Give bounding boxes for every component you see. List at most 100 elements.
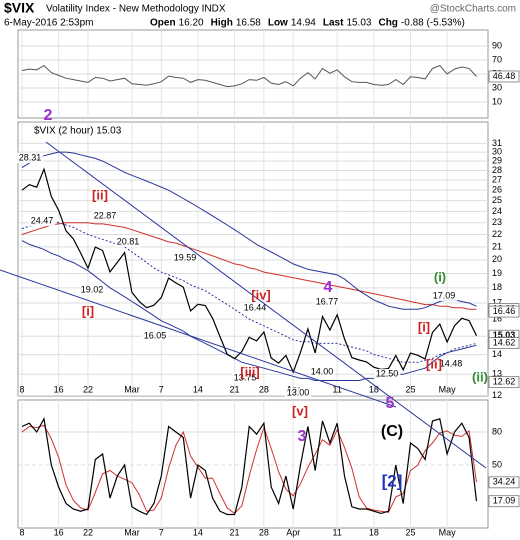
price-note-box: [308, 367, 336, 377]
price-note: 22.87: [94, 210, 117, 220]
value-tag: 16.46: [493, 306, 516, 316]
x-tick-label: 21: [230, 384, 240, 394]
wave-label: [2]: [382, 471, 403, 490]
series-line: [21, 64, 477, 88]
y-tick-label: 19: [492, 268, 502, 278]
symbol: $VIX: [4, 0, 35, 16]
trendline: [45, 141, 487, 469]
price-note: 24.47: [31, 215, 54, 225]
x-tick-label: 7: [159, 527, 164, 537]
quote-label: Open: [150, 18, 176, 29]
y-tick-label: 24: [492, 206, 502, 216]
quote-label: Low: [268, 18, 288, 29]
series-line: [21, 222, 477, 310]
value-tag-box: [488, 495, 520, 508]
x-tick-label: 22: [83, 527, 93, 537]
x-tick-label: May: [439, 527, 457, 537]
wave-label: [ii]: [92, 187, 108, 202]
y-tick-label: 27: [492, 175, 502, 185]
x-tick-label: 18: [369, 527, 379, 537]
x-tick-label: 28: [259, 384, 269, 394]
quote-value: -0.88 (-5.53%): [401, 18, 465, 29]
wave-label: (i): [434, 269, 446, 284]
price-note-box: [284, 388, 312, 398]
y-tick-label: 14: [492, 349, 502, 359]
price-note-box: [141, 331, 169, 341]
x-tick-label: Mar: [124, 384, 140, 394]
x-tick-label: 11: [333, 527, 342, 537]
y-tick-label: 28: [492, 165, 502, 175]
value-tag-box: [488, 70, 520, 83]
wave-label: 4: [324, 279, 333, 296]
value-tag: 15.03: [493, 330, 516, 340]
x-tick-label: 16: [54, 384, 64, 394]
quote-label: Last: [323, 18, 344, 29]
price-note: 12.50: [376, 368, 399, 378]
x-tick-label: 25: [405, 384, 415, 394]
price-note: 28.31: [19, 152, 42, 162]
x-tick-label: May: [439, 384, 457, 394]
price-note: 13.75: [234, 372, 257, 382]
panel-title: $VIX (2 hour) 15.03: [34, 126, 122, 137]
quote-label: Chg: [378, 18, 397, 29]
y-tick-label: 13: [492, 369, 502, 379]
y-tick-label: 26: [492, 185, 502, 195]
quote-value: 15.03: [346, 18, 371, 29]
value-tag: 12.62: [493, 377, 516, 387]
price-note-box: [241, 303, 269, 313]
series-line: [21, 424, 477, 515]
trendline: [0, 269, 397, 408]
wave-label: 3: [298, 428, 307, 445]
series-line: [21, 240, 477, 381]
price-note: 14.48: [440, 358, 463, 368]
wave-label: (ii): [472, 369, 488, 384]
y-tick-label: 25: [492, 195, 502, 205]
y-tick-label: 22: [492, 229, 502, 239]
price-note-box: [114, 237, 142, 247]
y-tick-label: 31: [492, 138, 502, 148]
y-tick-label: 80: [492, 426, 502, 436]
y-tick-label: 30: [492, 82, 502, 92]
y-tick-label: 18: [492, 282, 502, 292]
price-note-box: [437, 359, 465, 369]
y-tick-label: 90: [492, 40, 502, 50]
value-tag: 14.62: [493, 337, 516, 347]
value-tag-box: [488, 337, 520, 349]
value-tag: 34.24: [493, 477, 516, 487]
quote-value: 16.58: [236, 18, 261, 29]
y-tick-label: 21: [492, 241, 502, 251]
price-note: 13.00: [287, 387, 310, 397]
price-note-box: [171, 253, 199, 263]
x-tick-label: 28: [259, 527, 269, 537]
wave-label: [ii]: [426, 356, 442, 371]
value-tag-box: [488, 476, 520, 489]
wave-label: (C): [381, 423, 403, 440]
price-note: 20.81: [117, 236, 140, 246]
y-tick-label: 50: [492, 459, 502, 469]
value-tag: 46.48: [493, 71, 516, 81]
series-line: [21, 167, 478, 374]
value-tag-box: [488, 376, 520, 389]
value-tag: 17.09: [493, 496, 516, 506]
price-note-box: [373, 369, 401, 379]
y-tick-label: 29: [492, 156, 502, 166]
price-note-box: [313, 297, 341, 307]
wave-label: [iv]: [251, 287, 271, 302]
x-tick-label: 21: [230, 527, 240, 537]
y-tick-label: 10: [492, 96, 502, 106]
x-tick-label: 8: [19, 527, 24, 537]
source: @StockCharts.com: [430, 4, 516, 15]
y-tick-label: 20: [492, 254, 502, 264]
price-note: 19.02: [81, 284, 104, 294]
price-note: 17.09: [433, 290, 456, 300]
x-tick-label: 7: [159, 384, 164, 394]
wave-label: [iii]: [240, 364, 260, 379]
value-tag-box: [488, 305, 520, 318]
price-note: 16.77: [316, 296, 339, 306]
price-panel: [17, 121, 489, 397]
price-note: 19.59: [174, 252, 197, 262]
quote-value: 16.20: [179, 18, 204, 29]
x-tick-label: 25: [405, 527, 415, 537]
y-tick-label: 12: [492, 390, 502, 400]
